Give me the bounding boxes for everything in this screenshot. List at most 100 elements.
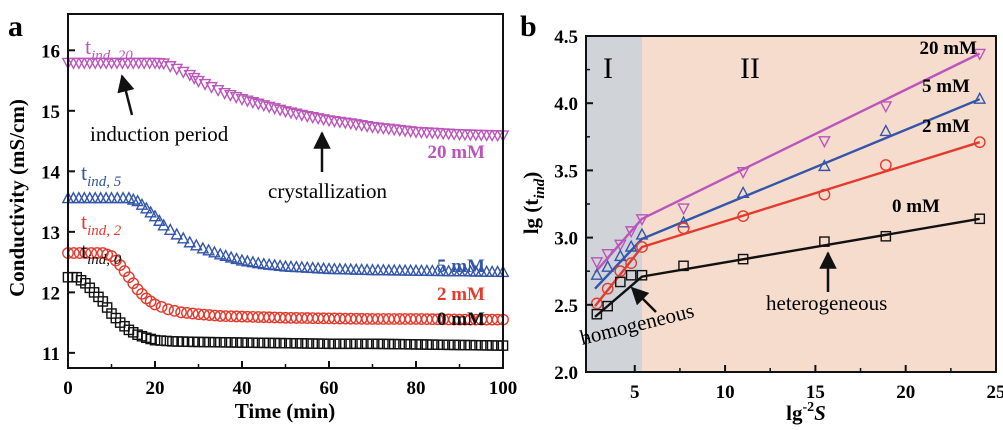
data-point-s5 xyxy=(613,249,627,262)
data-point-s0 xyxy=(356,338,367,350)
data-point-s2 xyxy=(85,247,98,259)
data-point-s2 xyxy=(180,307,193,319)
series-label-0mm: 0 mM xyxy=(437,309,485,330)
data-point-s20 xyxy=(677,203,690,216)
data-point-s2 xyxy=(636,241,648,253)
data-point-s0 xyxy=(405,339,416,350)
data-point-s5 xyxy=(157,218,171,231)
data-point-s2 xyxy=(155,300,168,313)
data-point-s0 xyxy=(378,338,389,350)
fit-line-s2 xyxy=(594,141,981,307)
y-tick-label: 4.0 xyxy=(554,94,578,115)
y-tick-label: 13 xyxy=(41,223,60,244)
data-point-s5 xyxy=(139,201,153,214)
data-point-s0 xyxy=(880,230,892,242)
data-point-s0 xyxy=(678,260,689,272)
data-point-s20 xyxy=(973,48,987,61)
data-point-s5 xyxy=(818,159,831,172)
x-tick-label: 25 xyxy=(987,382,1003,403)
y-tick-label: 3.5 xyxy=(554,161,578,182)
t-ind-label-20: tind, 20 xyxy=(85,34,133,64)
data-point-s0 xyxy=(410,339,422,350)
data-point-s20 xyxy=(72,57,86,70)
series-label-2mm: 2 mM xyxy=(437,284,485,305)
data-point-s0 xyxy=(198,336,210,348)
panel-b-y-axis-label: lg (tind) xyxy=(519,172,548,235)
data-point-s5 xyxy=(135,197,149,210)
data-point-s2 xyxy=(175,306,188,319)
x-tick-label: 20 xyxy=(896,382,915,403)
homogeneous-arrow xyxy=(630,286,657,313)
data-point-s0 xyxy=(258,337,270,349)
panel-a-x-axis-label: Time (min) xyxy=(235,399,336,423)
data-point-s0 xyxy=(323,338,335,350)
data-point-s2 xyxy=(118,265,131,278)
x-tick-label: 5 xyxy=(630,382,640,403)
data-point-s0 xyxy=(307,338,318,349)
data-point-s5 xyxy=(144,205,158,218)
data-point-s5 xyxy=(88,191,102,204)
data-point-s5 xyxy=(196,241,210,254)
data-point-s0 xyxy=(269,337,280,349)
data-point-s5 xyxy=(183,235,197,248)
region-label-II: II xyxy=(740,52,760,85)
data-point-s0 xyxy=(492,340,503,351)
data-point-s2 xyxy=(162,303,174,316)
data-point-s5 xyxy=(677,215,690,228)
data-point-s20 xyxy=(183,69,197,82)
x-tick-label: 20 xyxy=(146,378,165,399)
data-point-s0 xyxy=(329,338,340,350)
data-point-s0 xyxy=(149,334,161,346)
t-ind-label-5: tind, 5 xyxy=(81,160,122,190)
data-point-s5 xyxy=(72,191,86,204)
data-point-s20 xyxy=(818,136,831,149)
data-point-s5 xyxy=(83,191,97,204)
data-point-s20 xyxy=(132,57,146,70)
data-point-s2 xyxy=(677,222,690,235)
data-point-s0 xyxy=(470,339,482,351)
data-point-s20 xyxy=(77,57,91,70)
y-tick-label: 4.5 xyxy=(554,27,578,48)
data-point-s20 xyxy=(67,57,80,70)
t-ind-label-2: tind, 2 xyxy=(81,209,122,239)
data-point-s0 xyxy=(625,269,637,281)
data-point-s0 xyxy=(615,276,626,288)
data-point-s5 xyxy=(170,227,184,240)
x-tick-label: 10 xyxy=(716,382,735,403)
data-point-s20 xyxy=(590,257,604,270)
data-point-s20 xyxy=(143,57,156,70)
data-point-s2 xyxy=(601,282,614,295)
data-point-s0 xyxy=(220,337,231,348)
data-point-s0 xyxy=(340,338,351,350)
data-point-s5 xyxy=(208,245,221,258)
data-point-s0 xyxy=(602,300,613,312)
data-point-s2 xyxy=(973,136,986,149)
data-point-s5 xyxy=(973,91,987,104)
data-point-s5 xyxy=(148,209,162,222)
panel-a: a 0 20 40 60 80 100 11 12 13 14 15 16 Time (min) Co… xyxy=(5,10,517,423)
data-point-s0 xyxy=(465,339,476,351)
panel-a-ticks: 0 20 40 60 80 100 11 12 13 14 15 16 xyxy=(41,41,517,399)
data-point-s0 xyxy=(242,337,253,348)
data-point-s0 xyxy=(231,337,242,348)
data-point-s20 xyxy=(137,57,151,70)
y-tick-label: 3.0 xyxy=(554,229,578,250)
data-point-s0 xyxy=(416,339,427,350)
data-point-s0 xyxy=(361,338,373,350)
x-tick-label: 15 xyxy=(806,382,825,403)
panel-b-letter: b xyxy=(520,10,537,43)
data-point-s0 xyxy=(372,338,384,350)
data-point-s0 xyxy=(443,339,454,351)
data-point-s0 xyxy=(280,337,291,349)
data-point-s0 xyxy=(312,338,324,349)
data-point-s5 xyxy=(152,213,166,226)
data-point-s2 xyxy=(879,159,892,171)
data-point-s0 xyxy=(225,337,237,348)
data-point-s5 xyxy=(224,250,238,263)
data-point-s0 xyxy=(454,339,465,351)
y-tick-label: 2.5 xyxy=(554,296,578,317)
data-point-s5 xyxy=(189,238,203,251)
data-point-s2 xyxy=(818,188,831,201)
y-tick-label: 12 xyxy=(41,283,60,304)
fit-line-s0 xyxy=(594,217,980,318)
